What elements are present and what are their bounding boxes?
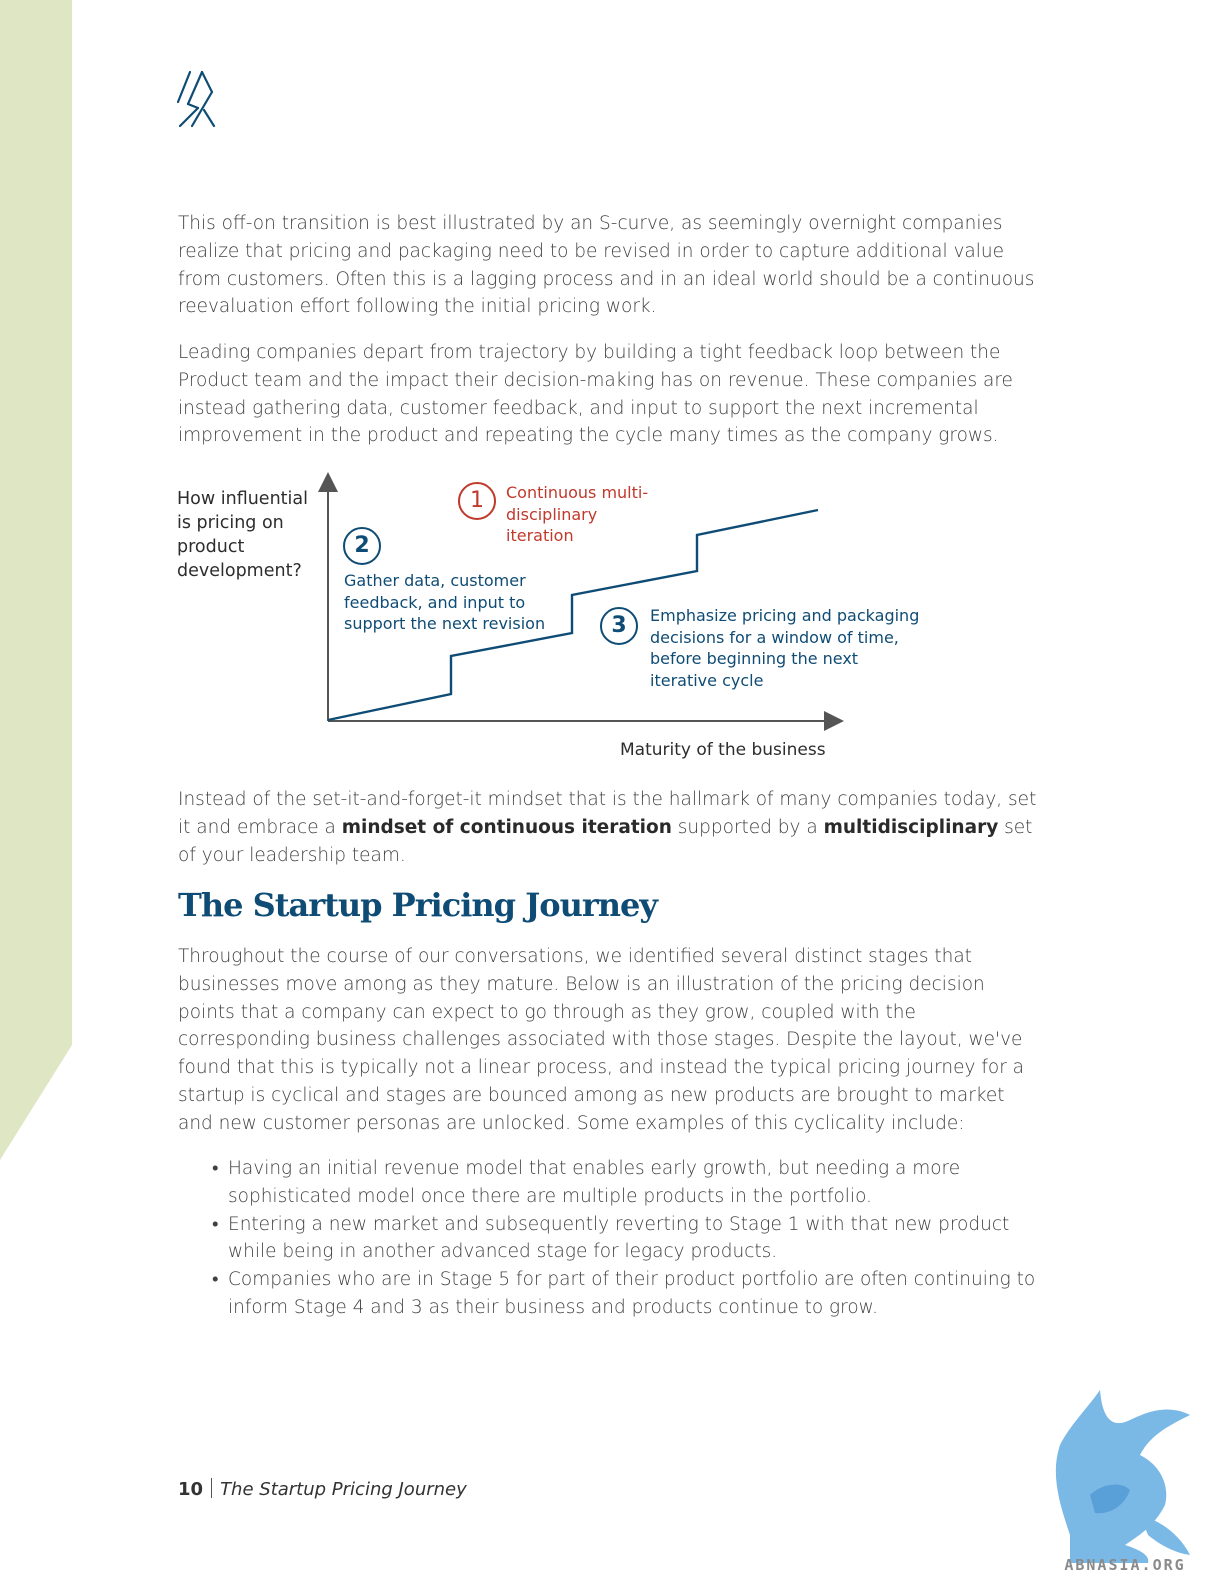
mindset-text-middle: supported by a	[671, 816, 824, 838]
mindset-text-before: Instead of the set-it-and-forget-it mind…	[178, 789, 1037, 838]
mindset-bold-multidisciplinary: multidisciplinary	[823, 816, 999, 838]
griffin-watermark-icon	[1055, 1390, 1190, 1563]
double-slash-logo-icon	[176, 70, 216, 128]
cyclicality-bullet-list: Having an initial revenue model that ena…	[212, 1155, 1042, 1322]
intro-paragraph-1: This off-on transition is best illustrat…	[178, 213, 1035, 318]
footer-title: The Startup Pricing Journey	[220, 1479, 467, 1500]
watermark-text: ABNASIA.ORG	[1064, 1556, 1186, 1574]
marker-2-number: 2	[354, 533, 370, 558]
mindset-paragraph: Instead of the set-it-and-forget-it mind…	[178, 786, 1038, 869]
intro-paragraph-2: Leading companies depart from trajectory…	[178, 342, 1013, 447]
mindset-text-after: set of your leadership team.	[178, 816, 1033, 866]
section-heading: The Startup Pricing Journey	[178, 886, 658, 924]
page-footer: 10 The Startup Pricing Journey	[178, 1478, 467, 1500]
page-number: 10	[178, 1479, 204, 1500]
x-axis-label: Maturity of the business	[620, 740, 826, 760]
annotation-2-text: Gather data, customer feedback, and inpu…	[344, 571, 546, 634]
mindset-bold-iteration: mindset of continuous iteration	[341, 816, 672, 838]
annotation-1-text: Continuous multi-disciplinary iteration	[506, 483, 649, 546]
sidebar-band	[0, 0, 72, 1160]
marker-1-number: 1	[470, 488, 484, 513]
marker-3-number: 3	[611, 613, 627, 638]
annotation-3-text: Emphasize pricing and packaging decision…	[650, 606, 920, 690]
section-body-paragraph: Throughout the course of our conversatio…	[178, 946, 1025, 1134]
list-item: Companies who are in Stage 5 for part of…	[212, 1266, 1042, 1322]
y-axis-label: How influential is pricing on product de…	[177, 489, 308, 581]
list-item: Having an initial revenue model that ena…	[212, 1155, 1042, 1211]
list-item: Entering a new market and subsequently r…	[212, 1211, 1042, 1267]
footer-divider	[211, 1478, 213, 1498]
